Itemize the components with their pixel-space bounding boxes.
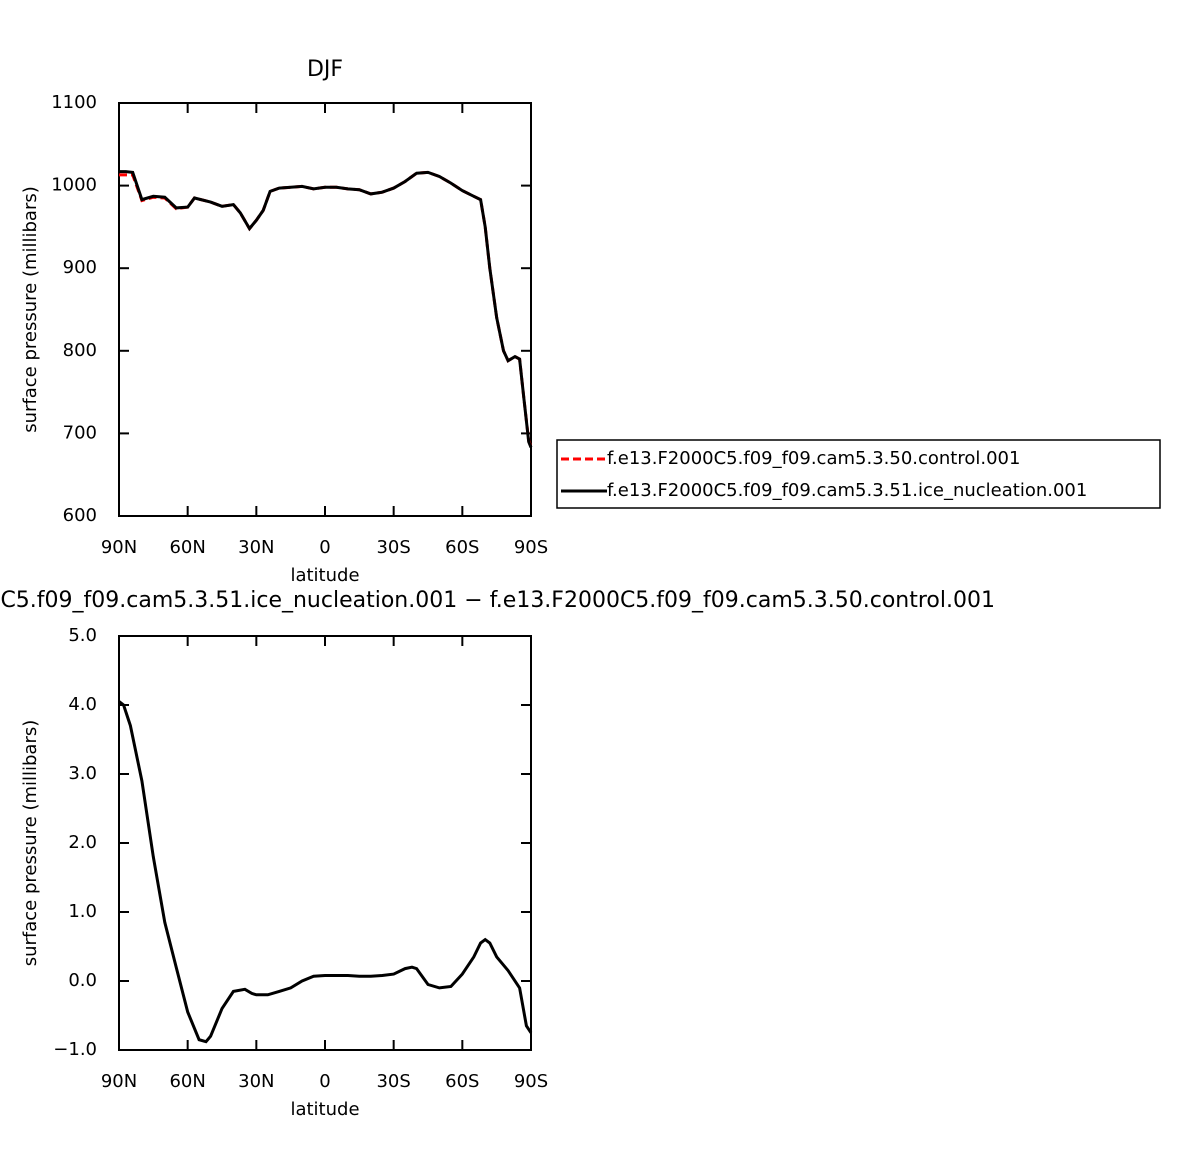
x-tick-label: 60N bbox=[169, 1071, 205, 1092]
y-tick-label: 900 bbox=[63, 257, 97, 278]
y-tick-label: 5.0 bbox=[68, 625, 97, 646]
y-tick-label: 1100 bbox=[51, 92, 97, 113]
x-tick-label: 0 bbox=[319, 537, 330, 558]
x-tick-label: 90N bbox=[101, 1071, 137, 1092]
y-tick-label: 4.0 bbox=[68, 694, 97, 715]
chart-title: DJF bbox=[307, 57, 343, 82]
data-line bbox=[119, 170, 533, 448]
legend-box bbox=[556, 439, 1161, 509]
y-tick-label: −1.0 bbox=[53, 1039, 97, 1060]
plot-frame bbox=[118, 102, 532, 517]
x-tick-label: 90S bbox=[514, 1071, 548, 1092]
data-line bbox=[118, 700, 533, 1044]
y-axis-label: surface pressure (millibars) bbox=[20, 186, 41, 433]
y-tick-label: 1.0 bbox=[68, 901, 97, 922]
x-tick-label: 30N bbox=[238, 1071, 274, 1092]
x-tick-label: 30S bbox=[376, 537, 410, 558]
y-tick-label: 3.0 bbox=[68, 763, 97, 784]
x-tick-label: 60S bbox=[445, 1071, 479, 1092]
y-tick-label: 800 bbox=[63, 340, 97, 361]
x-tick-label: 90N bbox=[101, 537, 137, 558]
data-line bbox=[119, 170, 533, 448]
legend-label: f.e13.F2000C5.f09_f09.cam5.3.50.control.… bbox=[607, 448, 1020, 469]
x-tick-label: 60S bbox=[445, 537, 479, 558]
x-tick-label: 30S bbox=[376, 1071, 410, 1092]
y-tick-label: 600 bbox=[63, 505, 97, 526]
x-tick-label: 90S bbox=[514, 537, 548, 558]
y-tick-label: 0.0 bbox=[68, 970, 97, 991]
y-axis-label: surface pressure (millibars) bbox=[20, 720, 41, 967]
y-tick-label: 2.0 bbox=[68, 832, 97, 853]
chart-title: f.e13.F2000C5.f09_f09.cam5.3.51.ice_nucl… bbox=[0, 588, 995, 613]
y-tick-label: 1000 bbox=[51, 175, 97, 196]
legend-label: f.e13.F2000C5.f09_f09.cam5.3.51.ice_nucl… bbox=[607, 480, 1087, 501]
x-tick-label: 30N bbox=[238, 537, 274, 558]
x-axis-label: latitude bbox=[290, 565, 359, 586]
x-tick-label: 0 bbox=[319, 1071, 330, 1092]
x-axis-label: latitude bbox=[290, 1099, 359, 1120]
y-tick-label: 700 bbox=[63, 422, 97, 443]
x-tick-label: 60N bbox=[169, 537, 205, 558]
